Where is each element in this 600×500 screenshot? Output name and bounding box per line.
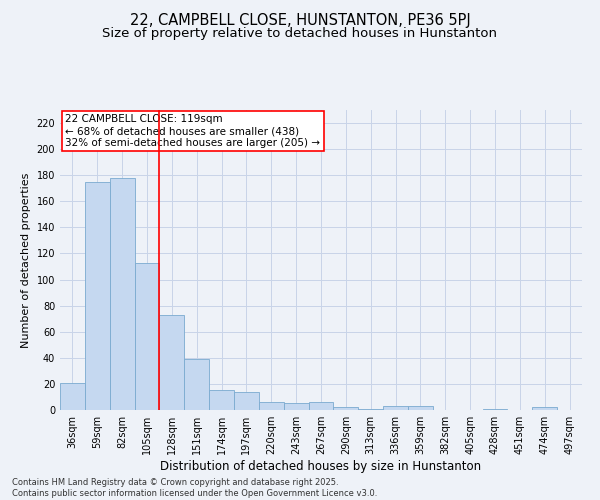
Bar: [284, 404, 308, 410]
Bar: [160, 315, 184, 410]
Text: Size of property relative to detached houses in Hunstanton: Size of property relative to detached ho…: [103, 28, 497, 40]
Bar: [209, 390, 234, 410]
Bar: [259, 402, 284, 410]
Bar: [110, 178, 134, 410]
Bar: [60, 382, 85, 410]
Y-axis label: Number of detached properties: Number of detached properties: [21, 172, 31, 348]
X-axis label: Distribution of detached houses by size in Hunstanton: Distribution of detached houses by size …: [160, 460, 482, 473]
Bar: [408, 406, 433, 410]
Bar: [308, 402, 334, 410]
Bar: [85, 182, 110, 410]
Text: Contains HM Land Registry data © Crown copyright and database right 2025.
Contai: Contains HM Land Registry data © Crown c…: [12, 478, 377, 498]
Bar: [383, 406, 408, 410]
Text: 22 CAMPBELL CLOSE: 119sqm
← 68% of detached houses are smaller (438)
32% of semi: 22 CAMPBELL CLOSE: 119sqm ← 68% of detac…: [65, 114, 320, 148]
Bar: [482, 408, 508, 410]
Text: 22, CAMPBELL CLOSE, HUNSTANTON, PE36 5PJ: 22, CAMPBELL CLOSE, HUNSTANTON, PE36 5PJ: [130, 12, 470, 28]
Bar: [134, 262, 160, 410]
Bar: [334, 408, 358, 410]
Bar: [234, 392, 259, 410]
Bar: [358, 408, 383, 410]
Bar: [184, 359, 209, 410]
Bar: [532, 408, 557, 410]
